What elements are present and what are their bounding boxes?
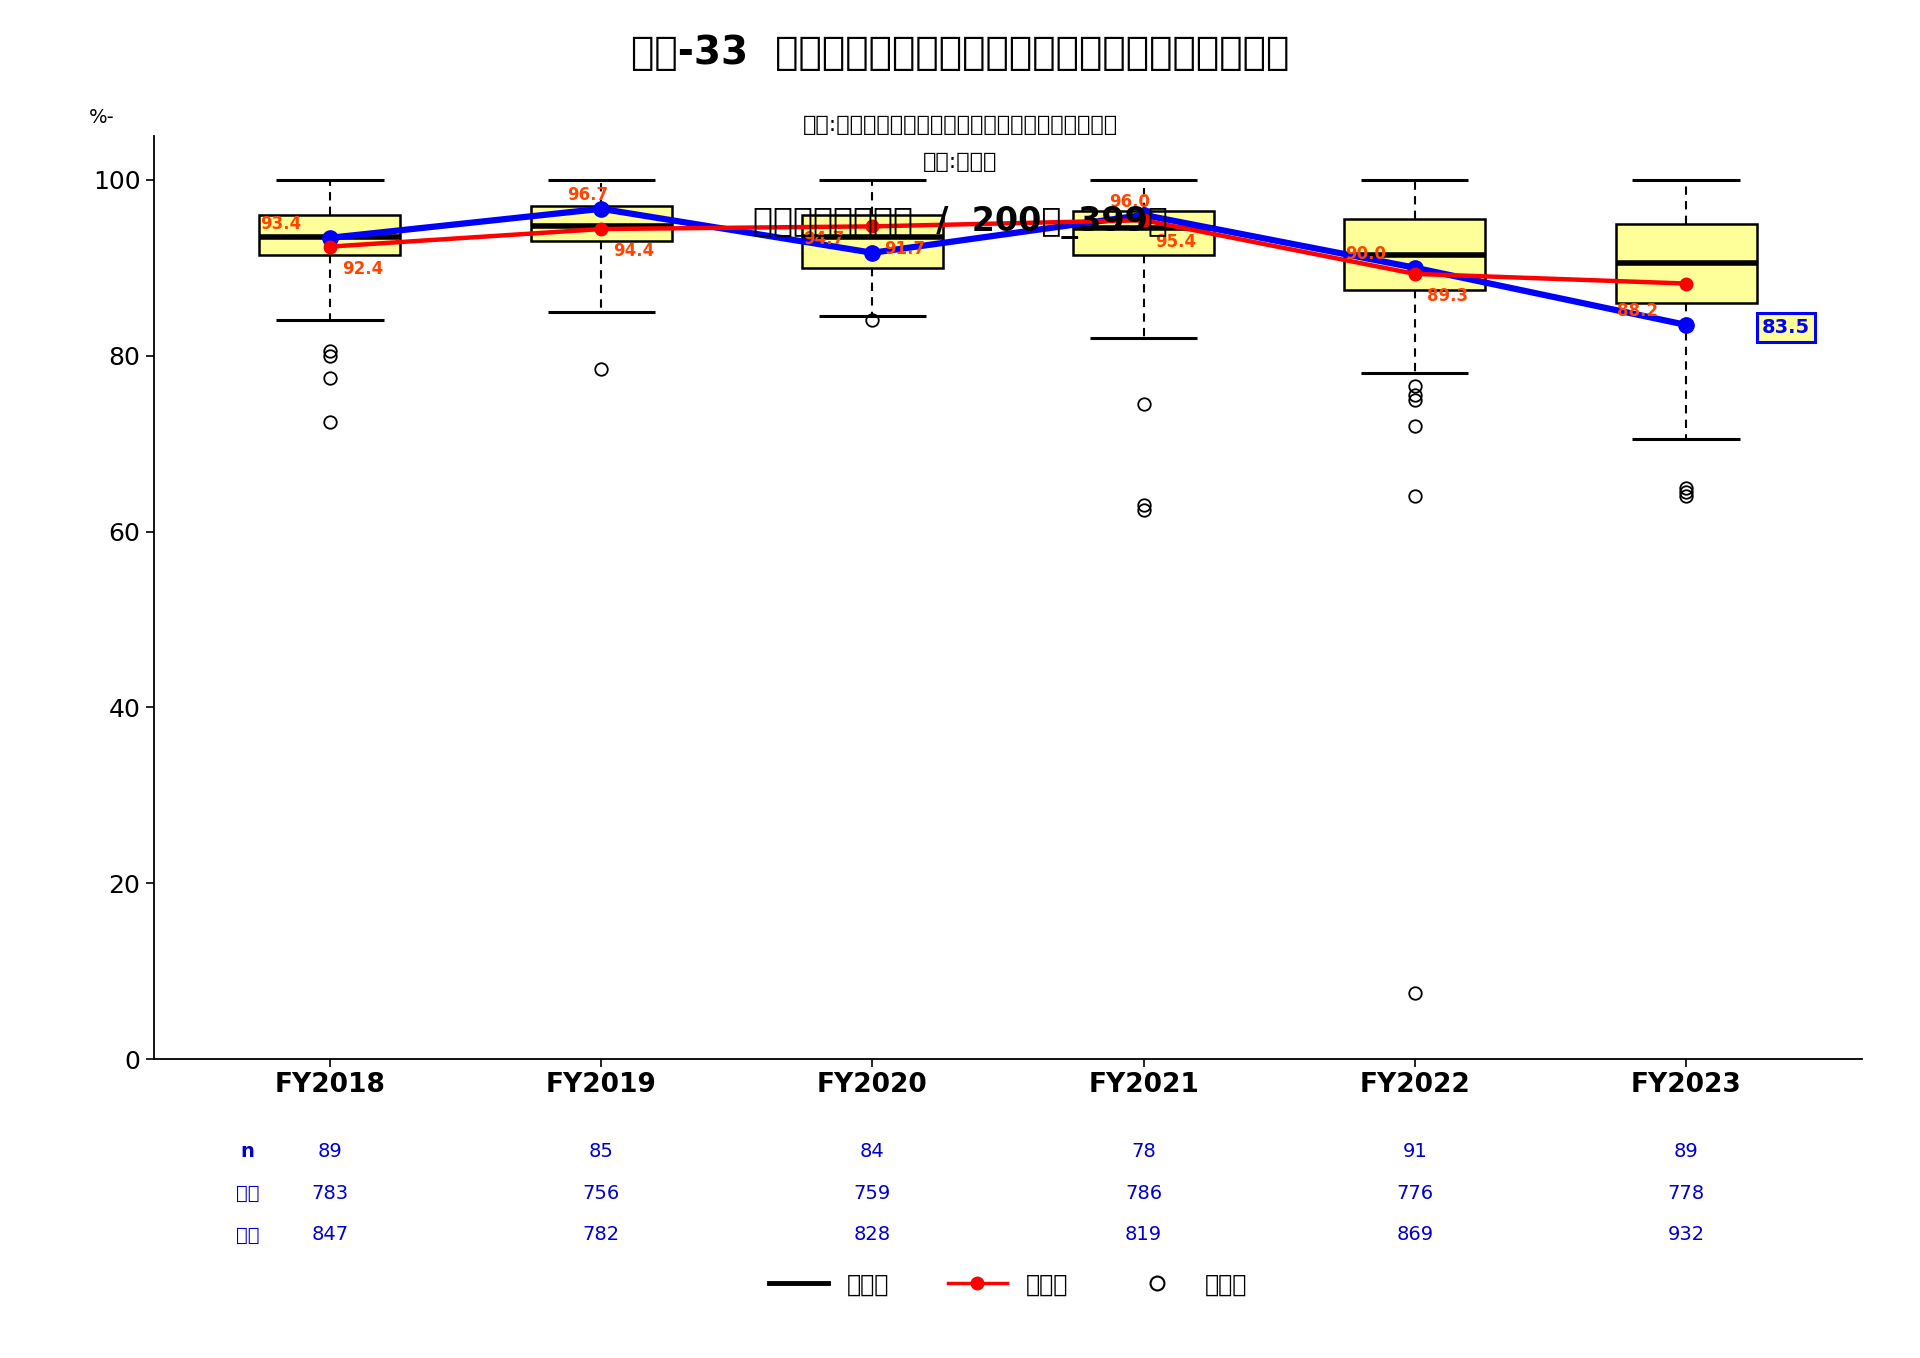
Bar bbox=[1073, 210, 1213, 254]
Text: 932: 932 bbox=[1668, 1225, 1705, 1244]
Text: 94.7: 94.7 bbox=[803, 231, 845, 249]
Text: 778: 778 bbox=[1668, 1184, 1705, 1203]
Bar bbox=[1615, 224, 1757, 303]
Text: 869: 869 bbox=[1396, 1225, 1434, 1244]
Text: 756: 756 bbox=[582, 1184, 620, 1203]
Text: 89.3: 89.3 bbox=[1427, 287, 1469, 306]
Text: 84: 84 bbox=[860, 1142, 885, 1161]
Text: 93.4: 93.4 bbox=[261, 216, 301, 234]
Text: 96.0: 96.0 bbox=[1110, 193, 1150, 210]
Text: 89: 89 bbox=[317, 1142, 342, 1161]
Legend: 中央値, 平均値, 外れ値: 中央値, 平均値, 外れ値 bbox=[758, 1263, 1258, 1306]
Text: 91.7: 91.7 bbox=[885, 239, 925, 258]
Text: 782: 782 bbox=[582, 1225, 620, 1244]
Text: 96.7: 96.7 bbox=[566, 186, 609, 205]
Text: 89: 89 bbox=[1674, 1142, 1699, 1161]
Text: 90.0: 90.0 bbox=[1346, 246, 1386, 263]
Text: 95.4: 95.4 bbox=[1156, 234, 1196, 251]
Bar bbox=[1344, 220, 1486, 289]
Text: 分母:職員数: 分母:職員数 bbox=[924, 152, 996, 172]
Bar bbox=[803, 215, 943, 268]
Text: %-: %- bbox=[88, 107, 115, 126]
Text: 92.4: 92.4 bbox=[342, 259, 384, 278]
Text: 759: 759 bbox=[854, 1184, 891, 1203]
Text: 847: 847 bbox=[311, 1225, 348, 1244]
Text: 88.2: 88.2 bbox=[1617, 303, 1657, 320]
Text: 819: 819 bbox=[1125, 1225, 1162, 1244]
Text: 94.4: 94.4 bbox=[612, 242, 655, 261]
Text: 91: 91 bbox=[1402, 1142, 1427, 1161]
Bar bbox=[530, 206, 672, 242]
Text: 85: 85 bbox=[589, 1142, 614, 1161]
Text: 市立大津市民病院  /  200床_399床: 市立大津市民病院 / 200床_399床 bbox=[753, 206, 1167, 239]
Text: 分子:インフルエンザワクチンを予防接種した職員数: 分子:インフルエンザワクチンを予防接種した職員数 bbox=[803, 115, 1117, 136]
Text: 78: 78 bbox=[1131, 1142, 1156, 1161]
Text: 776: 776 bbox=[1396, 1184, 1434, 1203]
Text: 783: 783 bbox=[311, 1184, 348, 1203]
Text: 786: 786 bbox=[1125, 1184, 1162, 1203]
Text: 分母: 分母 bbox=[236, 1225, 259, 1244]
Text: n: n bbox=[240, 1142, 255, 1161]
Text: 828: 828 bbox=[854, 1225, 891, 1244]
Text: 一般-33  職員におけるインフルエンザワクチン予防接種率: 一般-33 職員におけるインフルエンザワクチン予防接種率 bbox=[632, 34, 1288, 72]
Bar bbox=[259, 215, 401, 254]
Text: 83.5: 83.5 bbox=[1763, 318, 1811, 337]
Text: 分子: 分子 bbox=[236, 1184, 259, 1203]
